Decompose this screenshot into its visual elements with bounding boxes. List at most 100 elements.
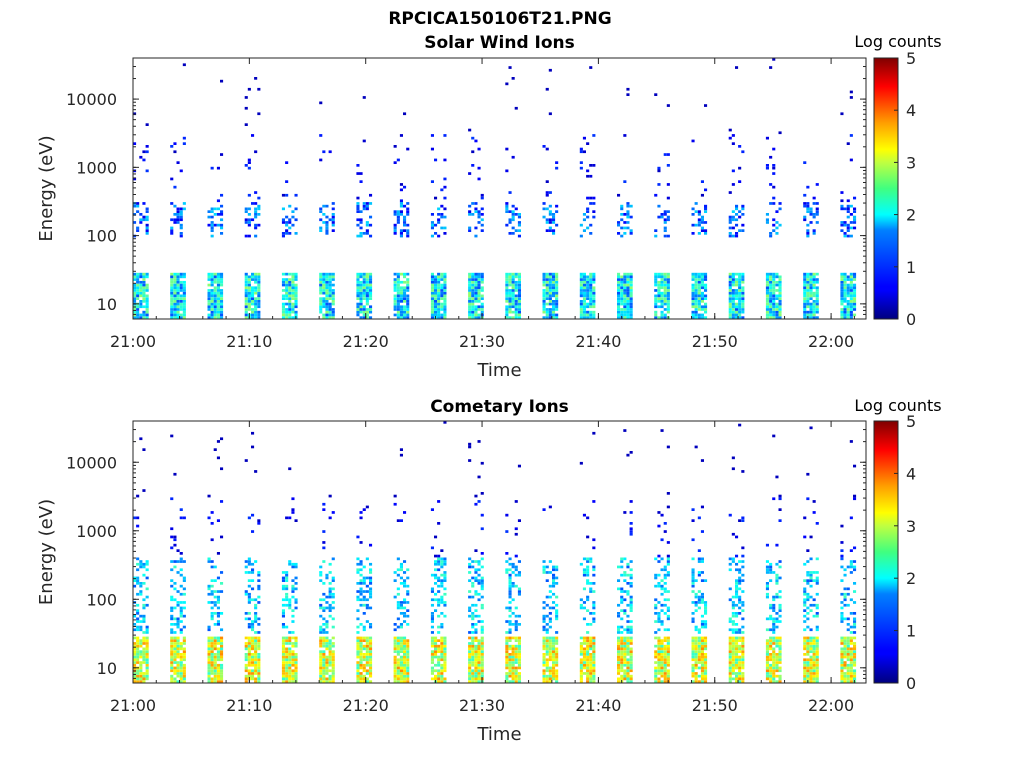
heatmap-cell xyxy=(589,196,593,200)
heatmap-cell xyxy=(322,275,326,279)
heatmap-cell xyxy=(477,658,481,662)
heatmap-cell xyxy=(443,571,447,574)
heatmap-cell xyxy=(579,313,583,317)
heatmap-cell xyxy=(697,636,701,640)
heatmap-cell xyxy=(843,310,847,314)
heatmap-cell xyxy=(136,286,140,290)
heatmap-cell xyxy=(555,663,559,667)
heatmap-cell xyxy=(666,310,670,314)
heatmap-cell xyxy=(247,223,251,227)
heatmap-cell xyxy=(508,275,512,279)
heatmap-cell xyxy=(617,612,621,615)
heatmap-cell xyxy=(778,207,782,211)
heatmap-cell xyxy=(806,497,810,501)
heatmap-cell xyxy=(505,674,509,678)
heatmap-cell xyxy=(617,313,621,317)
heatmap-cell xyxy=(846,291,850,295)
heatmap-cell xyxy=(403,289,407,292)
heatmap-cell xyxy=(620,598,624,602)
heatmap-cell xyxy=(474,647,478,651)
heatmap-cell xyxy=(247,166,251,170)
heatmap-cell xyxy=(480,579,484,582)
heatmap-cell xyxy=(136,229,140,232)
heatmap-cell xyxy=(319,226,323,230)
heatmap-cell xyxy=(765,592,769,596)
heatmap-cell xyxy=(772,316,776,319)
heatmap-cell xyxy=(437,625,441,629)
heatmap-cell xyxy=(846,283,850,287)
heatmap-cell xyxy=(145,642,149,645)
heatmap-cell xyxy=(142,647,146,651)
heatmap-cell xyxy=(555,223,559,227)
heatmap-cell xyxy=(285,193,289,197)
heatmap-cell xyxy=(592,302,596,306)
heatmap-cell xyxy=(325,278,329,281)
heatmap-cell xyxy=(216,647,220,651)
heatmap-cell xyxy=(213,653,217,656)
heatmap-cell xyxy=(548,620,552,623)
heatmap-cell xyxy=(812,308,816,311)
heatmap-cell xyxy=(778,606,782,610)
heatmap-cell xyxy=(775,617,779,621)
heatmap-cell xyxy=(623,663,627,667)
heatmap-cell xyxy=(691,655,695,659)
heatmap-cell xyxy=(406,639,410,642)
heatmap-cell xyxy=(691,653,695,656)
heatmap-cell xyxy=(356,234,360,238)
heatmap-cell xyxy=(179,272,183,276)
heatmap-cell xyxy=(468,286,472,290)
heatmap-cell xyxy=(511,653,515,656)
heatmap-cell xyxy=(254,210,258,213)
heatmap-cell xyxy=(443,592,447,596)
heatmap-cell xyxy=(133,278,137,281)
heatmap-cell xyxy=(809,650,813,653)
heatmap-cell xyxy=(207,639,211,642)
heatmap-cell xyxy=(182,642,186,645)
heatmap-cell xyxy=(505,560,509,563)
heatmap-cell xyxy=(629,500,633,503)
heatmap-cell xyxy=(700,680,704,683)
heatmap-cell xyxy=(443,286,447,290)
heatmap-cell xyxy=(331,576,335,580)
heatmap-cell xyxy=(803,286,807,290)
heatmap-cell xyxy=(179,234,183,238)
heatmap-cell xyxy=(244,653,248,656)
heatmap-cell xyxy=(356,650,360,653)
heatmap-cell xyxy=(772,623,776,626)
heatmap-cell xyxy=(288,302,292,306)
heatmap-cell xyxy=(288,286,292,290)
heatmap-cell xyxy=(511,275,515,279)
heatmap-cell xyxy=(399,134,403,137)
heatmap-cell xyxy=(362,207,366,211)
heatmap-cell xyxy=(694,639,698,642)
heatmap-cell xyxy=(247,674,251,678)
heatmap-cell xyxy=(356,571,360,574)
heatmap-cell xyxy=(281,672,285,675)
heatmap-cell xyxy=(170,316,174,319)
heatmap-cell xyxy=(803,666,807,670)
heatmap-cell xyxy=(517,623,521,626)
heatmap-cell xyxy=(220,213,224,216)
heatmap-cell xyxy=(741,672,745,675)
heatmap-cell xyxy=(468,316,472,319)
heatmap-cell xyxy=(728,655,732,659)
heatmap-cell xyxy=(440,582,444,585)
heatmap-cell xyxy=(247,516,251,520)
heatmap-cell xyxy=(213,647,217,651)
heatmap-cell xyxy=(806,658,810,662)
heatmap-cell xyxy=(136,280,140,284)
heatmap-cell xyxy=(508,672,512,675)
heatmap-cell xyxy=(663,598,667,602)
heatmap-cell xyxy=(697,653,701,656)
heatmap-cell xyxy=(511,571,515,574)
heatmap-cell xyxy=(806,297,810,300)
heatmap-cell xyxy=(359,587,363,591)
heatmap-cell xyxy=(663,582,667,585)
heatmap-cell xyxy=(430,590,434,593)
heatmap-cell xyxy=(136,576,140,580)
heatmap-cell xyxy=(170,606,174,610)
heatmap-cell xyxy=(582,672,586,675)
heatmap-cell xyxy=(443,650,447,653)
heatmap-cell xyxy=(254,631,258,634)
heatmap-cell xyxy=(666,639,670,642)
